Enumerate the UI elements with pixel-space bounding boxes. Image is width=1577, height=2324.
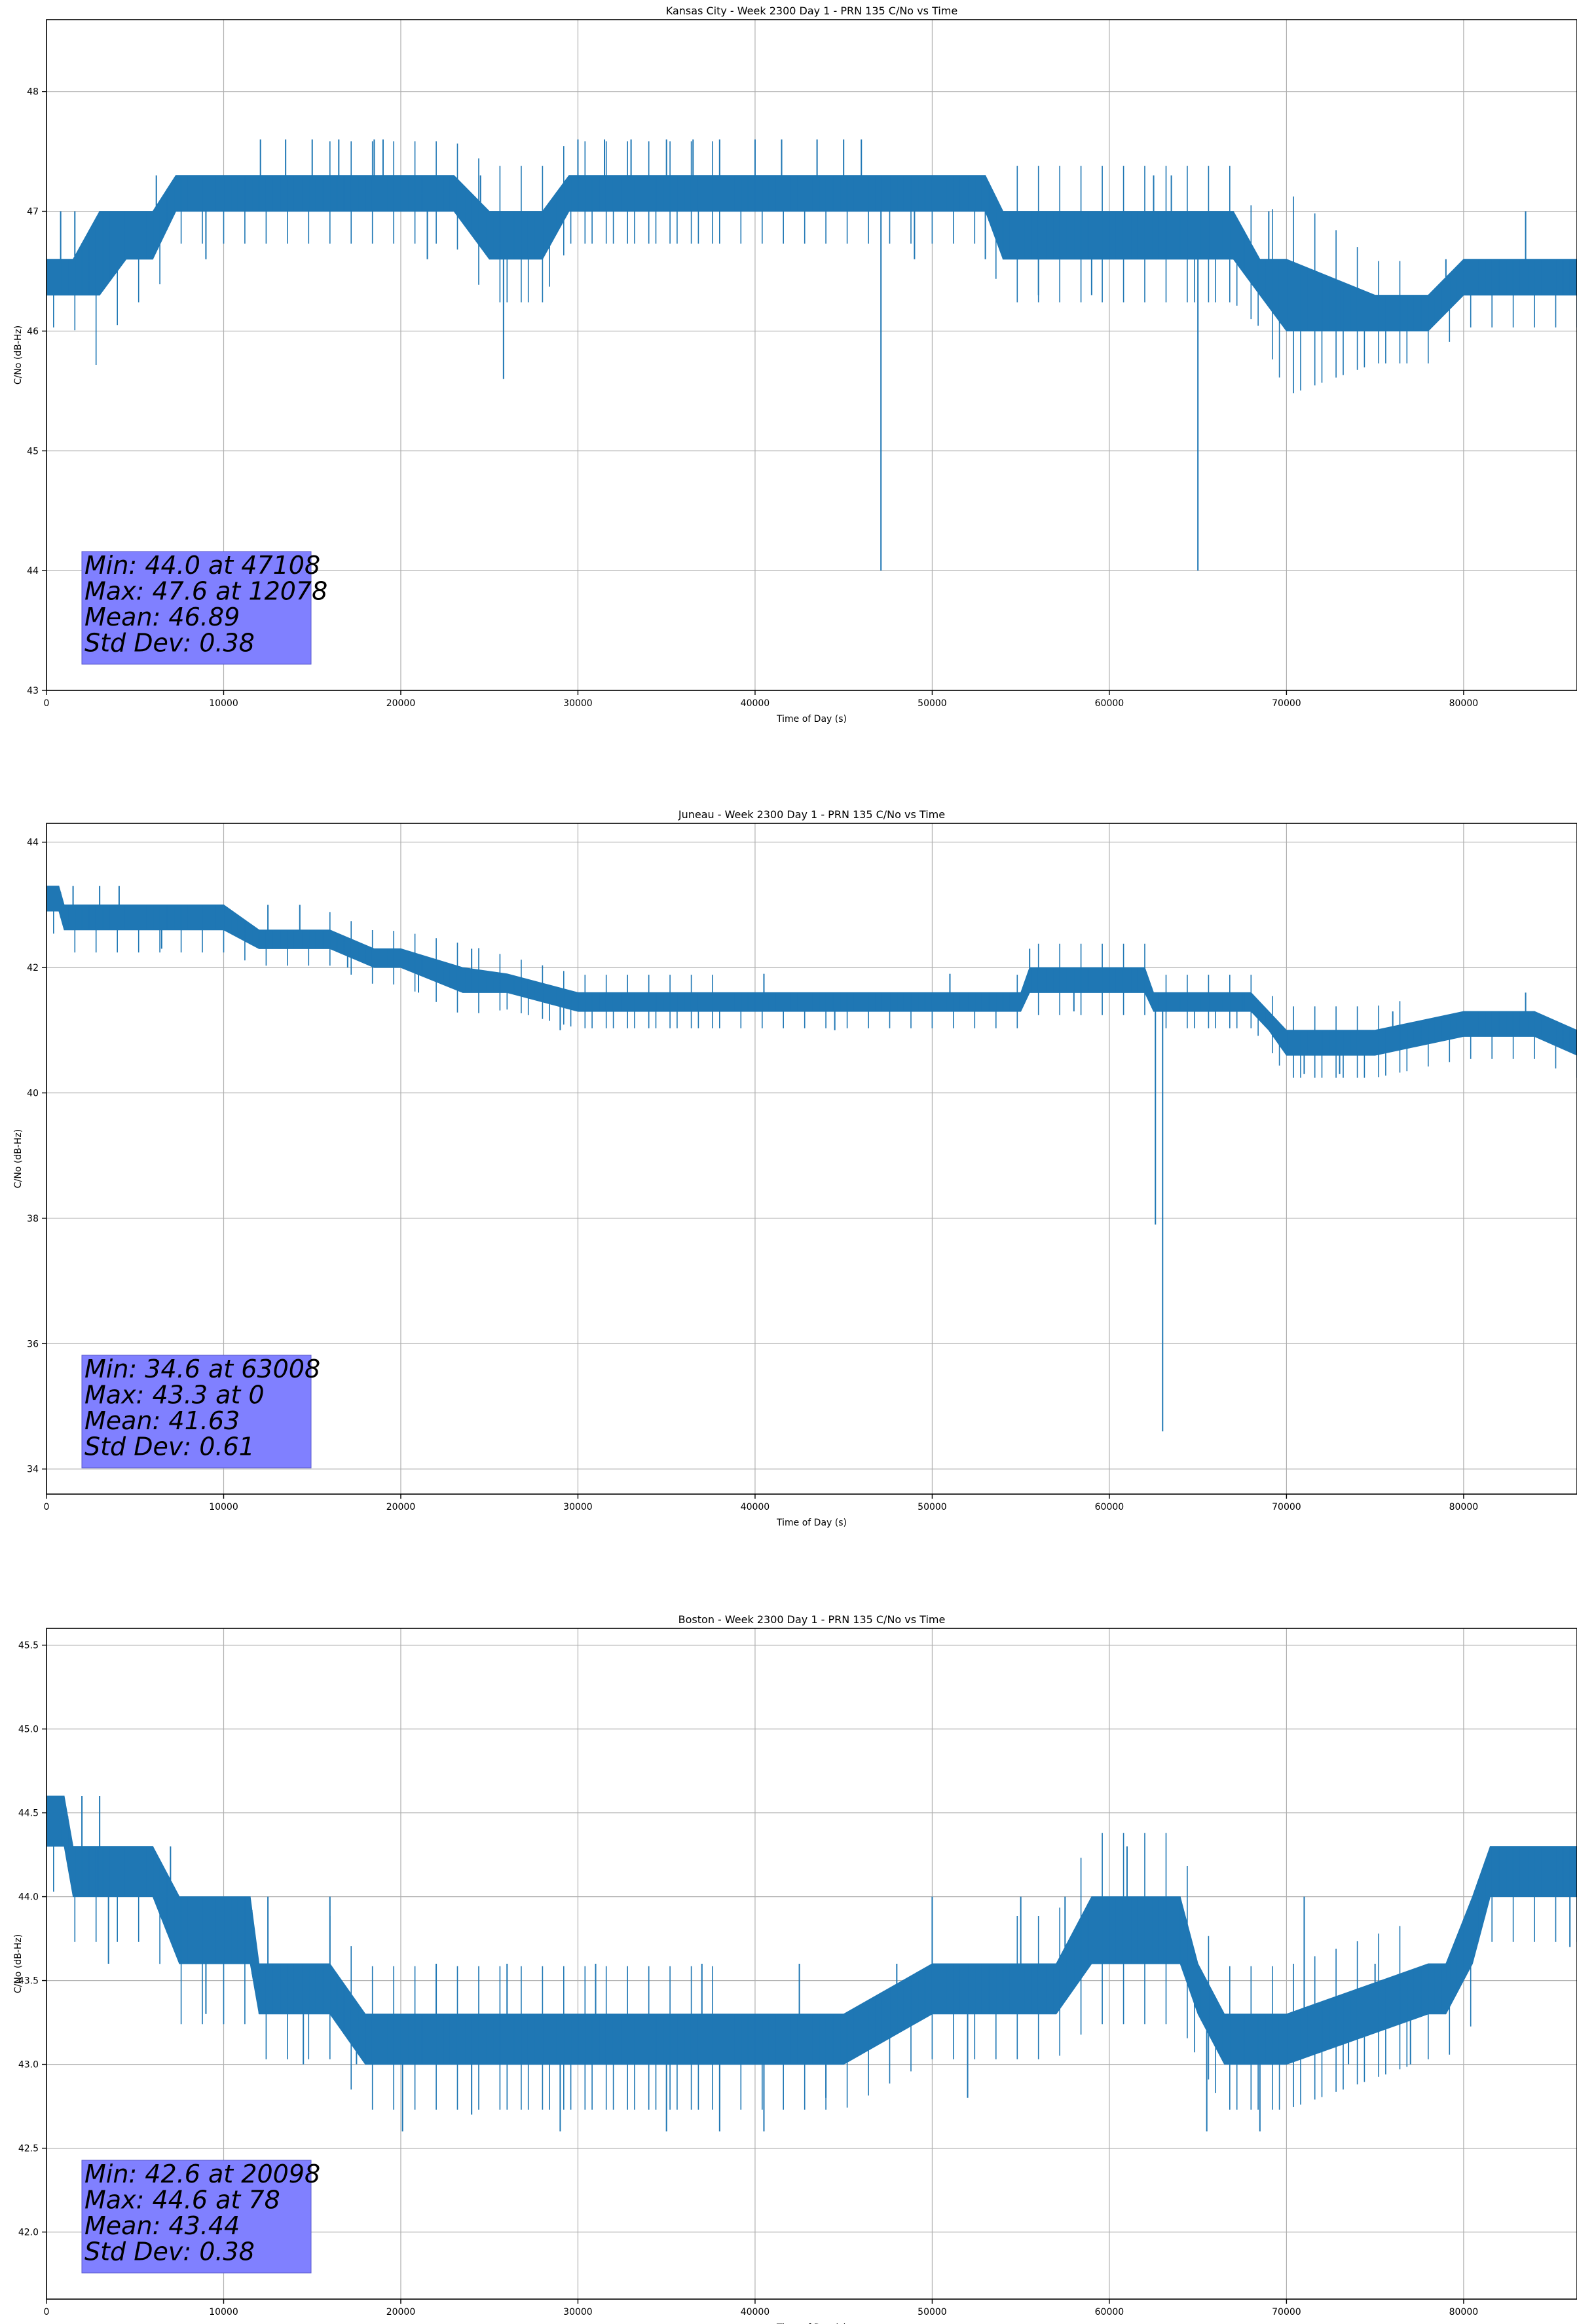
y-tick-label: 48 bbox=[27, 87, 39, 98]
y-tick-label: 36 bbox=[27, 1339, 39, 1349]
stats-line: Max: 47.6 at 12078 bbox=[84, 577, 327, 606]
series-group bbox=[46, 886, 1577, 1432]
x-tick-label: 20000 bbox=[386, 1502, 416, 1512]
x-tick-label: 10000 bbox=[209, 698, 238, 709]
y-tick-label: 44.0 bbox=[18, 1892, 39, 1903]
series-group bbox=[46, 1795, 1577, 2131]
x-tick-label: 60000 bbox=[1095, 698, 1124, 709]
stats-line: Mean: 41.63 bbox=[84, 1406, 240, 1435]
y-tick-label: 46 bbox=[27, 326, 39, 337]
x-tick-label: 80000 bbox=[1449, 698, 1479, 709]
x-tick-label: 40000 bbox=[741, 1502, 770, 1512]
stats-line: Std Dev: 0.38 bbox=[84, 2238, 255, 2266]
y-axis-label: C/No (dB-Hz) bbox=[13, 1934, 24, 1993]
y-tick-label: 44.5 bbox=[18, 1809, 39, 1819]
x-tick-label: 50000 bbox=[918, 2307, 947, 2317]
y-tick-label: 45.0 bbox=[18, 1725, 39, 1735]
x-tick-label: 70000 bbox=[1272, 2307, 1301, 2317]
x-tick-label: 50000 bbox=[918, 1502, 947, 1512]
series-texture bbox=[46, 141, 1577, 394]
x-tick-label: 50000 bbox=[918, 698, 947, 709]
y-tick-label: 45 bbox=[27, 446, 39, 457]
x-tick-label: 10000 bbox=[209, 2307, 238, 2317]
stats-line: Mean: 46.89 bbox=[84, 603, 240, 631]
x-tick-label: 0 bbox=[44, 2307, 50, 2317]
axes-frame bbox=[46, 823, 1577, 1495]
y-tick-label: 40 bbox=[27, 1089, 39, 1099]
x-tick-label: 30000 bbox=[563, 2307, 593, 2317]
y-axis-label: C/No (dB-Hz) bbox=[13, 1129, 24, 1188]
stats-line: Mean: 43.44 bbox=[84, 2211, 240, 2240]
stats-line: Std Dev: 0.61 bbox=[84, 1433, 255, 1461]
stats-line: Max: 44.6 at 78 bbox=[84, 2186, 280, 2215]
y-tick-label: 43.5 bbox=[18, 1976, 39, 1987]
y-tick-label: 34 bbox=[27, 1465, 39, 1475]
x-tick-label: 30000 bbox=[563, 1502, 593, 1512]
chart-panel: 0 10000 20000 30000 40000 50000 60000 70000 8000… bbox=[13, 808, 1577, 1528]
x-tick-label: 80000 bbox=[1449, 2307, 1479, 2317]
x-tick-label: 40000 bbox=[741, 2307, 770, 2317]
y-tick-label: 43.0 bbox=[18, 2060, 39, 2071]
x-tick-label: 30000 bbox=[563, 698, 593, 709]
x-tick-label: 60000 bbox=[1095, 2307, 1124, 2317]
chart-panel: 0 10000 20000 30000 40000 50000 60000 70000 8000… bbox=[13, 5, 1577, 724]
series-texture bbox=[46, 886, 1577, 1078]
x-tick-label: 70000 bbox=[1272, 698, 1301, 709]
axes-frame bbox=[46, 1628, 1577, 2300]
x-tick-label: 0 bbox=[44, 1502, 50, 1512]
x-axis-label: Time of Day (s) bbox=[776, 1518, 847, 1528]
stats-line: Max: 43.3 at 0 bbox=[84, 1381, 265, 1410]
chart-panel: 0 10000 20000 30000 40000 50000 60000 70000 8000… bbox=[13, 1613, 1577, 2324]
x-tick-label: 20000 bbox=[386, 698, 416, 709]
stats-line: Min: 34.6 at 63008 bbox=[84, 1355, 320, 1383]
y-tick-label: 42.0 bbox=[18, 2228, 39, 2238]
series-texture bbox=[46, 1796, 1577, 2110]
y-tick-label: 47 bbox=[27, 207, 39, 217]
y-tick-label: 38 bbox=[27, 1214, 39, 1224]
x-tick-label: 10000 bbox=[209, 1502, 238, 1512]
x-tick-label: 60000 bbox=[1095, 1502, 1124, 1512]
y-tick-label: 45.5 bbox=[18, 1641, 39, 1651]
stats-box bbox=[81, 2160, 312, 2274]
y-tick-label: 42 bbox=[27, 963, 39, 973]
series-group bbox=[46, 139, 1577, 571]
x-tick-label: 0 bbox=[44, 698, 50, 709]
y-tick-label: 44 bbox=[27, 566, 39, 576]
x-axis-label: Time of Day (s) bbox=[776, 2323, 847, 2324]
stats-line: Min: 42.6 at 20098 bbox=[84, 2160, 320, 2188]
y-tick-label: 44 bbox=[27, 838, 39, 848]
x-axis-label: Time of Day (s) bbox=[776, 714, 847, 724]
chart-title: Juneau - Week 2300 Day 1 - PRN 135 C/No … bbox=[678, 808, 945, 821]
stats-box bbox=[81, 1355, 312, 1469]
x-tick-label: 20000 bbox=[386, 2307, 416, 2317]
stats-line: Min: 44.0 at 47108 bbox=[84, 551, 320, 580]
x-tick-label: 40000 bbox=[741, 698, 770, 709]
x-tick-label: 80000 bbox=[1449, 1502, 1479, 1512]
chart-title: Boston - Week 2300 Day 1 - PRN 135 C/No … bbox=[678, 1613, 946, 1626]
axes-frame bbox=[46, 19, 1577, 691]
y-tick-label: 42.5 bbox=[18, 2144, 39, 2154]
stats-line: Std Dev: 0.38 bbox=[84, 629, 255, 658]
x-tick-label: 70000 bbox=[1272, 1502, 1301, 1512]
chart-title: Kansas City - Week 2300 Day 1 - PRN 135 … bbox=[666, 5, 957, 17]
stats-box bbox=[81, 551, 312, 665]
y-axis-label: C/No (dB-Hz) bbox=[13, 326, 24, 384]
y-tick-label: 43 bbox=[27, 686, 39, 696]
